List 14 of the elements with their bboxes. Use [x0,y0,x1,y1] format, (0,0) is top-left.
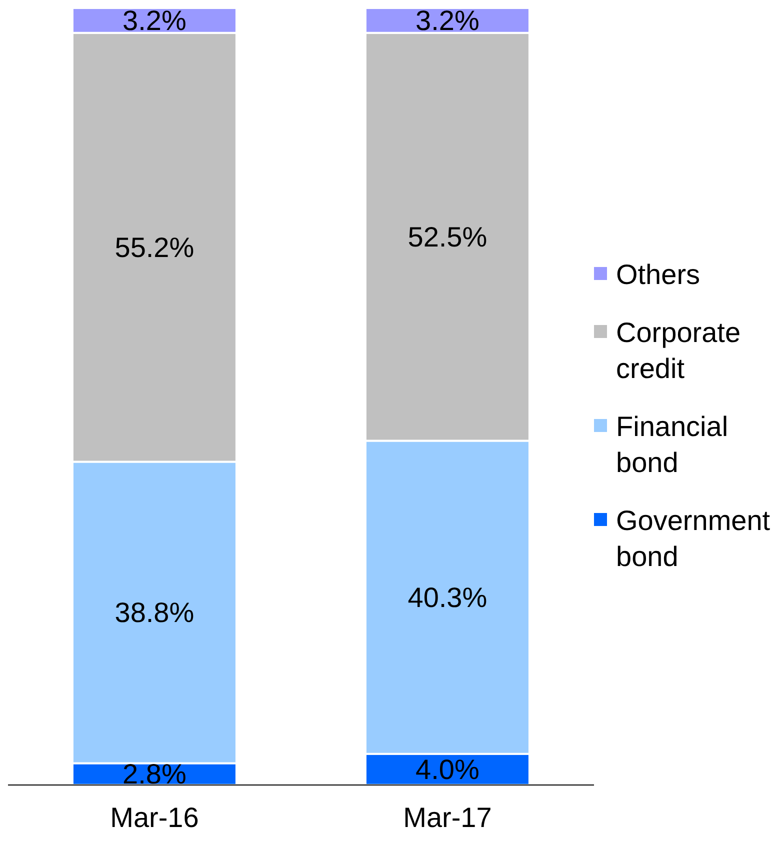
data-label: 52.5% [408,221,488,252]
legend-label: Others [616,258,700,292]
x-tick-label: Mar-17 [403,802,492,833]
data-label: 55.2% [114,232,194,263]
legend-label: Government bond [616,504,772,574]
data-label: 3.2% [416,4,480,36]
data-label: 3.2% [122,4,186,36]
legend-label: Corporate credit [616,316,742,386]
data-label: 2.8% [122,758,186,790]
data-label: 4.0% [416,754,480,785]
data-label: 40.3% [408,582,488,613]
x-tick-label: Mar-16 [110,802,199,833]
legend-label: Financial bond [616,410,730,480]
data-label: 38.8% [114,597,194,628]
